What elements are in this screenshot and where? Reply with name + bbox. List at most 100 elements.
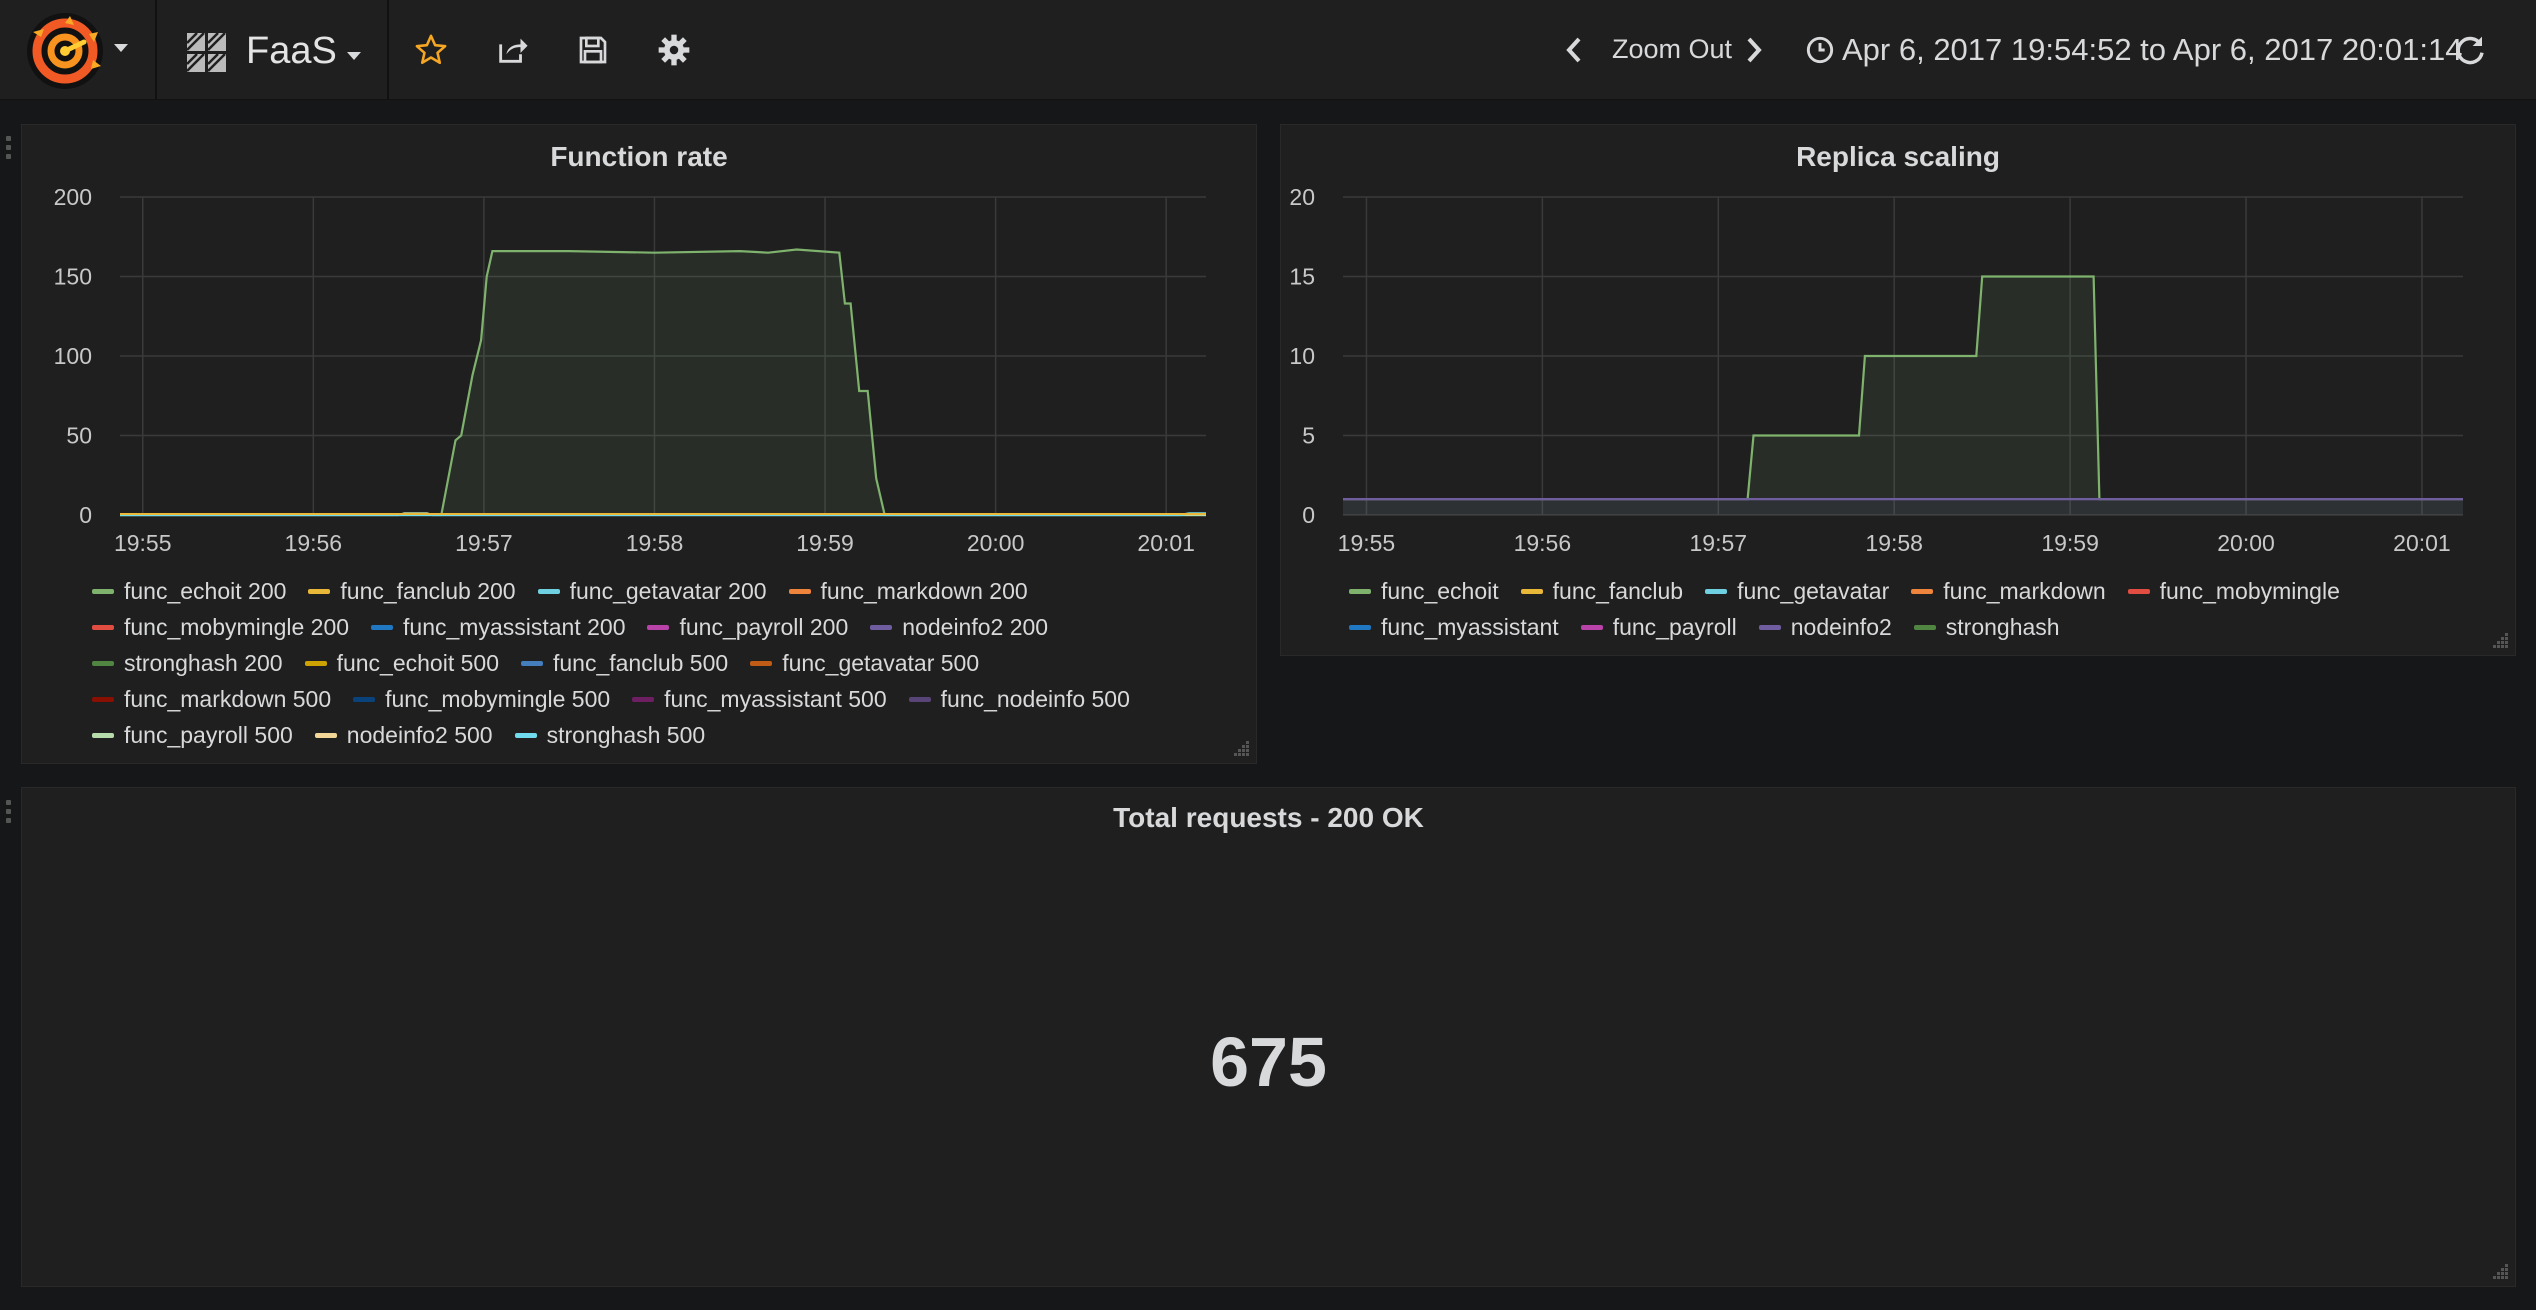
- legend-label[interactable]: func_fanclub: [1552, 577, 1684, 604]
- legend-label[interactable]: stronghash: [1945, 613, 2060, 640]
- legend-item[interactable]: nodeinfo2 200: [870, 614, 1048, 641]
- legend-swatch[interactable]: [353, 696, 376, 702]
- legend-swatch[interactable]: [870, 624, 893, 630]
- legend-label[interactable]: func_myassistant 500: [664, 685, 887, 712]
- legend-item[interactable]: func_payroll 200: [647, 614, 848, 641]
- legend-item[interactable]: func_payroll: [1580, 613, 1737, 641]
- legend-item[interactable]: stronghash: [1913, 613, 2060, 641]
- legend-item[interactable]: func_getavatar 200: [537, 577, 767, 605]
- legend-label[interactable]: stronghash 500: [546, 721, 706, 748]
- grafana-logo-icon[interactable]: [26, 12, 104, 90]
- time-back-button[interactable]: [1550, 26, 1598, 74]
- panel-title[interactable]: Total requests - 200 OK: [1113, 802, 1424, 833]
- legend-label[interactable]: func_echoit: [1381, 577, 1499, 604]
- legend-item[interactable]: func_payroll 500: [92, 722, 293, 749]
- legend-swatch[interactable]: [537, 588, 560, 594]
- legend-label[interactable]: nodeinfo2 500: [346, 721, 493, 748]
- legend-label[interactable]: func_echoit 500: [336, 649, 499, 676]
- legend-item[interactable]: func_echoit 200: [92, 578, 286, 605]
- grafana-menu[interactable]: [0, 0, 157, 100]
- panel-title[interactable]: Function rate: [550, 141, 728, 172]
- legend-label[interactable]: func_markdown: [1943, 577, 2106, 604]
- legend-swatch[interactable]: [314, 732, 337, 738]
- legend-label[interactable]: stronghash 200: [124, 649, 283, 676]
- legend-label[interactable]: func_fanclub 200: [340, 577, 516, 604]
- legend-item[interactable]: nodeinfo2 500: [314, 721, 493, 749]
- legend-item[interactable]: func_fanclub: [1520, 577, 1684, 605]
- legend-label[interactable]: func_payroll: [1612, 613, 1737, 640]
- series-line[interactable]: [120, 248, 1206, 517]
- legend-swatch[interactable]: [788, 588, 811, 594]
- resize-handle-icon[interactable]: [1234, 741, 1250, 757]
- legend-swatch[interactable]: [1520, 588, 1543, 594]
- legend-swatch[interactable]: [1349, 588, 1371, 594]
- legend-swatch[interactable]: [514, 732, 537, 738]
- legend-swatch[interactable]: [304, 660, 327, 666]
- legend-item[interactable]: func_markdown 500: [92, 686, 331, 713]
- dashboard-settings-button[interactable]: [650, 26, 698, 74]
- time-range-picker[interactable]: Apr 6, 2017 19:54:52 to Apr 6, 2017 20:0…: [1842, 32, 2463, 67]
- legend-label[interactable]: func_myassistant: [1381, 613, 1559, 640]
- legend-swatch[interactable]: [1580, 624, 1603, 630]
- panel-title[interactable]: Replica scaling: [1796, 141, 2000, 172]
- legend-swatch[interactable]: [92, 732, 114, 738]
- legend-swatch[interactable]: [520, 660, 543, 666]
- save-dashboard-button[interactable]: [569, 26, 617, 74]
- legend-label[interactable]: func_getavatar: [1737, 577, 1890, 604]
- legend-label[interactable]: func_getavatar 200: [569, 577, 767, 604]
- legend-swatch[interactable]: [1913, 624, 1936, 630]
- legend-swatch[interactable]: [92, 660, 114, 666]
- legend-swatch[interactable]: [2127, 588, 2150, 594]
- legend-swatch[interactable]: [1349, 624, 1371, 630]
- legend-item[interactable]: func_markdown 200: [788, 578, 1028, 605]
- legend-swatch[interactable]: [1758, 624, 1781, 630]
- legend-label[interactable]: func_nodeinfo 500: [940, 685, 1130, 712]
- resize-handle-icon[interactable]: [2493, 1264, 2509, 1280]
- legend-swatch[interactable]: [908, 696, 931, 702]
- star-dashboard-button[interactable]: [407, 26, 455, 74]
- row-drag-handle[interactable]: [6, 800, 12, 827]
- legend-label[interactable]: func_mobymingle 500: [385, 685, 611, 712]
- legend-item[interactable]: func_mobymingle 200: [92, 614, 349, 641]
- legend-label[interactable]: func_payroll 500: [124, 721, 293, 748]
- legend-item[interactable]: func_mobymingle: [2127, 577, 2340, 605]
- legend-item[interactable]: func_myassistant: [1349, 614, 1559, 641]
- legend-label[interactable]: nodeinfo2 200: [902, 613, 1049, 640]
- row-drag-handle[interactable]: [6, 136, 12, 163]
- legend-item[interactable]: nodeinfo2: [1758, 613, 1892, 641]
- zoom-out-button[interactable]: Zoom Out: [1612, 34, 1733, 64]
- legend-label[interactable]: func_mobymingle: [2159, 577, 2340, 604]
- legend-item[interactable]: func_nodeinfo 500: [908, 685, 1130, 713]
- legend-swatch[interactable]: [371, 624, 394, 630]
- legend-swatch[interactable]: [1911, 588, 1934, 594]
- legend-label[interactable]: func_getavatar 500: [782, 649, 980, 676]
- legend-item[interactable]: func_getavatar 500: [750, 650, 979, 677]
- legend-swatch[interactable]: [750, 660, 773, 666]
- legend-item[interactable]: func_getavatar: [1705, 578, 1889, 605]
- legend-label[interactable]: func_echoit 200: [124, 577, 287, 604]
- resize-handle-icon[interactable]: [2493, 633, 2509, 649]
- dashboard-title[interactable]: FaaS: [246, 30, 337, 72]
- legend-item[interactable]: stronghash 200: [92, 650, 283, 677]
- refresh-button[interactable]: [2446, 26, 2494, 74]
- legend-swatch[interactable]: [632, 696, 655, 702]
- dashboard-picker[interactable]: FaaS: [157, 0, 389, 100]
- legend-label[interactable]: func_markdown 500: [124, 685, 332, 712]
- legend-swatch[interactable]: [92, 588, 114, 594]
- legend-label[interactable]: func_myassistant 200: [403, 613, 626, 640]
- legend-item[interactable]: func_myassistant 200: [371, 614, 625, 641]
- legend-label[interactable]: nodeinfo2: [1790, 613, 1892, 640]
- legend-label[interactable]: func_mobymingle 200: [124, 613, 350, 640]
- legend-swatch[interactable]: [308, 588, 331, 594]
- legend-swatch[interactable]: [1705, 588, 1728, 594]
- series-line[interactable]: [1343, 275, 2463, 501]
- legend-item[interactable]: func_myassistant 500: [632, 685, 887, 713]
- share-dashboard-button[interactable]: [488, 26, 536, 74]
- legend-label[interactable]: func_fanclub 500: [552, 649, 729, 676]
- legend-swatch[interactable]: [92, 696, 114, 702]
- legend-item[interactable]: func_fanclub 200: [308, 577, 516, 605]
- legend-swatch[interactable]: [647, 624, 670, 630]
- legend-item[interactable]: func_mobymingle 500: [353, 686, 610, 713]
- legend-item[interactable]: func_fanclub 500: [520, 649, 729, 677]
- legend-item[interactable]: func_echoit 500: [304, 649, 499, 677]
